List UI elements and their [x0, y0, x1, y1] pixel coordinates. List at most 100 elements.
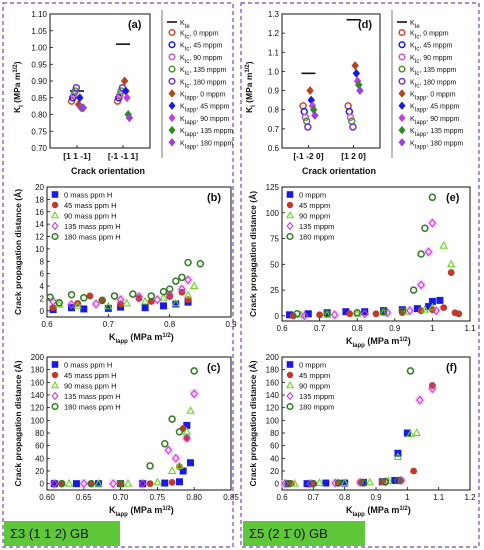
- panel-label: (d): [358, 19, 372, 31]
- data-point: [186, 406, 195, 414]
- legend-marker: [398, 53, 406, 61]
- data-point: [153, 477, 162, 486]
- legend-label: 0 mppm: [299, 361, 326, 370]
- data-point: [306, 86, 314, 96]
- data-point: [159, 293, 168, 301]
- point-halo: [414, 395, 425, 406]
- legend-marker: [51, 361, 59, 368]
- panel-e: 0 25 50 75 100 125 (e) Crack propagation distan…: [248, 183, 476, 349]
- data-point: [135, 292, 143, 302]
- ytick-label: 160: [266, 378, 280, 387]
- data-point: [372, 310, 380, 318]
- data-point: [79, 103, 88, 113]
- legend-marker: [398, 41, 406, 49]
- legend-label: KIapp, 45 mppm: [180, 104, 230, 114]
- legend-label: 0 mass ppm H: [64, 191, 112, 200]
- ytick-label: 1.0: [268, 67, 280, 76]
- data-point: [183, 433, 191, 443]
- ytick-label: 25: [270, 286, 279, 295]
- data-point: [406, 367, 415, 375]
- data-point: [340, 478, 349, 486]
- ytick-label: 0.8: [268, 106, 280, 115]
- data-point: [455, 310, 463, 318]
- data-point: [153, 295, 162, 305]
- data-point: [172, 453, 180, 463]
- legend-marker: [286, 361, 294, 368]
- x-axis-label: KIapp (MPa m1/2): [346, 336, 411, 349]
- legend-label: KIapp, 0 mppm: [410, 92, 456, 102]
- data-point: [397, 476, 405, 485]
- data-point: [361, 309, 369, 319]
- ytick-label: 140: [31, 391, 45, 400]
- plot-frame-d: [281, 13, 381, 149]
- gb-label-left-text: Σ3 (1 1 2) GB: [10, 526, 89, 541]
- data-point: [365, 477, 374, 486]
- data-point: [290, 478, 299, 487]
- data-point: [178, 273, 186, 282]
- legend-label: KIc, 90 mppm: [180, 55, 223, 65]
- point-halo: [423, 246, 434, 257]
- data-point: [164, 445, 173, 455]
- xtick-label: 0.80: [186, 493, 202, 502]
- data-point: [147, 292, 156, 300]
- data-point: [428, 302, 437, 311]
- ytick-label: 20: [35, 467, 44, 476]
- ytick-label: 8: [40, 257, 45, 266]
- legend-marker: [398, 113, 406, 123]
- point-halo: [404, 305, 415, 316]
- ytick-label: 1.05: [31, 27, 47, 36]
- legend-label: 90 mppm: [299, 212, 330, 221]
- legend-marker: [286, 371, 294, 379]
- data-point: [284, 479, 293, 488]
- data-point: [129, 290, 137, 298]
- data-point: [183, 290, 193, 299]
- data-point: [175, 461, 184, 469]
- data-point: [80, 305, 88, 313]
- ytick-label: 0: [275, 312, 280, 321]
- ytick-label: 100: [31, 416, 45, 425]
- gb-label-left: Σ3 (1 1 2) GB: [4, 521, 120, 546]
- legend-marker: [398, 101, 406, 110]
- data-point: [64, 478, 74, 487]
- data-point: [416, 395, 424, 405]
- legend-marker: [51, 391, 59, 401]
- ytick-label: 125: [266, 183, 280, 192]
- ytick-label: 1.00: [31, 44, 47, 53]
- data-point: [72, 480, 80, 488]
- ytick-label: 1.1: [268, 48, 280, 57]
- data-point: [281, 479, 289, 489]
- xtick-label: 1.1: [433, 493, 445, 502]
- x-axis-label: Crack orientation: [302, 166, 376, 176]
- data-point: [135, 295, 143, 302]
- ytick-label: 60: [270, 442, 279, 451]
- legend-label: 180 mass ppm H: [64, 233, 121, 242]
- legend-label: 90 mass ppm H: [64, 382, 117, 391]
- data-point: [160, 302, 168, 310]
- xtick-label: 0.85: [223, 493, 239, 502]
- data-point: [349, 123, 357, 131]
- point-halo: [427, 218, 438, 229]
- data-point: [70, 90, 78, 99]
- y-axis-label: Crack propagation distance (Å): [248, 191, 258, 317]
- data-point: [98, 296, 106, 305]
- legend-label: KIc, 0 mppm: [410, 31, 449, 41]
- data-point: [300, 311, 309, 321]
- legend-marker: [285, 380, 295, 389]
- legend-label: KIc, 45 mppm: [180, 43, 223, 53]
- panel-label: (a): [128, 19, 142, 31]
- legend-label: KIapp, 45 mppm: [410, 104, 460, 114]
- legend-title: KIe: [410, 20, 420, 30]
- data-point: [190, 367, 198, 375]
- data-point: [166, 293, 174, 300]
- legend-label: KIc, 180 mppm: [410, 79, 456, 89]
- ytick-label: 10: [35, 245, 44, 254]
- panel-a: 0.70 0.75 0.80 0.85 0.90 0.95 1.00 1.05 1.10 (a) K…: [12, 10, 233, 176]
- ytick-label: 0.90: [31, 77, 47, 86]
- legend-label: KIapp, 90 mppm: [180, 116, 230, 126]
- data-point: [110, 292, 119, 300]
- legend-marker: [285, 210, 295, 219]
- legend-label: 90 mass ppm H: [64, 212, 117, 221]
- legend-marker: [286, 402, 294, 411]
- data-point: [80, 294, 88, 302]
